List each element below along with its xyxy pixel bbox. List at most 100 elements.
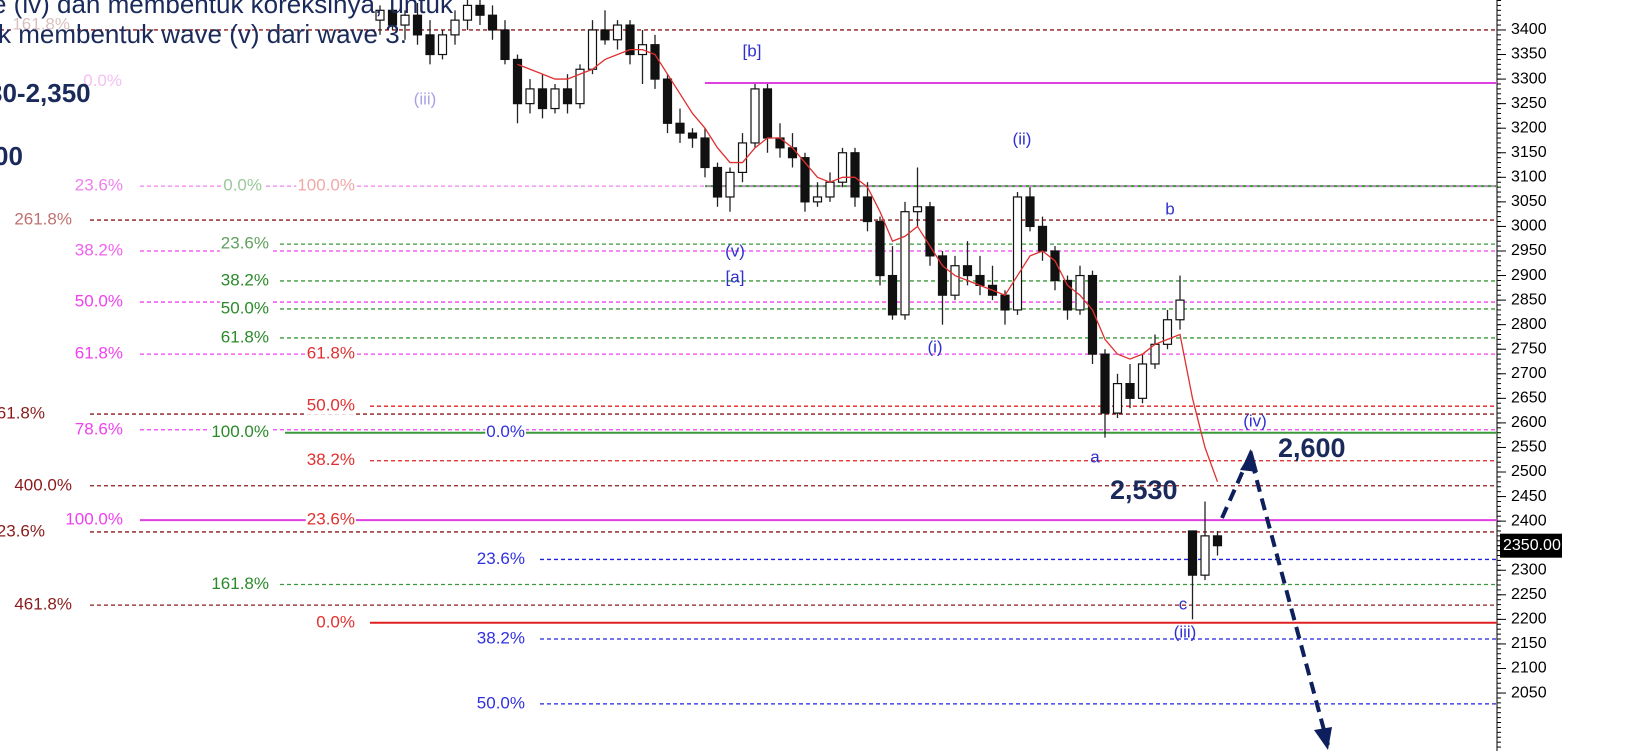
level-label: 23.6%: [477, 549, 525, 568]
label-bg: [315, 612, 356, 632]
candle-body: [612, 24, 623, 41]
candle-body: [562, 88, 573, 105]
candle-body: [1137, 363, 1148, 399]
candle-body: [537, 88, 548, 110]
label-bg: [305, 343, 356, 363]
candle-body: [1100, 353, 1110, 414]
level-label: 361.8%: [0, 404, 45, 423]
axis-panel: [1497, 0, 1646, 751]
annotations: (iii) [b] (v) [a] (ii) b (i) a c (iii) (iv) 2,600 2,…: [414, 41, 1346, 641]
level-label: 100.0%: [65, 510, 123, 529]
y-tick-label: 2700: [1511, 365, 1547, 382]
last-price-label: 2350.00: [1503, 537, 1561, 554]
candle-body: [437, 34, 448, 56]
level-label: 461.8%: [14, 595, 72, 614]
candle-body: [550, 88, 560, 110]
level-label: 50.0%: [75, 292, 123, 311]
candle-body: [837, 152, 848, 183]
y-tick-label: 2450: [1511, 488, 1547, 505]
label-bg: [73, 240, 124, 260]
level-label: 61.8%: [75, 344, 123, 363]
candle-body: [375, 9, 385, 21]
label-bg: [305, 395, 356, 415]
level-label: 0.0%: [223, 176, 262, 195]
candle-body: [962, 265, 973, 277]
candle-body: [900, 211, 910, 316]
projection-arrow: [1220, 449, 1330, 746]
level-label: 38.2%: [221, 270, 269, 289]
y-tick-label: 2550: [1511, 439, 1547, 456]
candle-body: [875, 220, 885, 277]
y-tick-label: 2650: [1511, 390, 1547, 407]
moving-average: [517, 48, 1219, 483]
candle-body: [412, 14, 423, 36]
candle-body: [650, 44, 660, 80]
y-tick-label: 3250: [1511, 95, 1547, 112]
candle-body: [1212, 535, 1223, 547]
note: 00: [0, 141, 23, 171]
label-bg: [475, 628, 526, 648]
wave-label: [b]: [743, 41, 762, 60]
wave-label: (ii): [1013, 129, 1032, 148]
label-bg: [222, 175, 263, 195]
label-bg: [82, 71, 123, 91]
label-bg: [219, 327, 270, 347]
candle-body: [1050, 250, 1060, 282]
level-label: 50.0%: [477, 693, 525, 712]
candle-body: [450, 19, 460, 36]
label-bg: [73, 291, 124, 311]
y-tick-label: 2300: [1511, 561, 1547, 578]
y-tick-label: 2100: [1511, 660, 1547, 677]
candle-body: [1087, 274, 1098, 355]
label-bg: [219, 233, 270, 253]
candle-body: [675, 122, 685, 134]
y-tick-label: 2400: [1511, 512, 1547, 529]
label-bg: [11, 14, 71, 34]
label-bg: [13, 209, 73, 229]
candle-body: [750, 88, 760, 144]
label-bg: [475, 548, 526, 568]
y-tick-label: 3300: [1511, 70, 1547, 87]
level-label: 61.8%: [307, 344, 355, 363]
candle-body: [1125, 383, 1135, 399]
wave-label: (iii): [1174, 622, 1197, 641]
label-bg: [73, 343, 124, 363]
label-bg: [0, 403, 46, 423]
level-label: 23.6%: [307, 510, 355, 529]
label-bg: [219, 298, 270, 318]
candle-body: [725, 171, 735, 198]
level-label: 61.8%: [221, 327, 269, 346]
wave-label: (v): [725, 241, 745, 260]
level-label: 38.2%: [307, 450, 355, 469]
candle-body: [425, 34, 435, 56]
candle-body: [587, 29, 598, 70]
candle-body: [912, 206, 923, 213]
y-tick-label: 2200: [1511, 611, 1547, 628]
price-target: 2,530: [1110, 475, 1178, 505]
level-label: 400.0%: [14, 475, 72, 494]
y-tick-label: 3350: [1511, 46, 1547, 63]
y-tick-label: 3200: [1511, 119, 1547, 136]
candle-body: [1162, 319, 1173, 345]
wave-label: (iv): [1243, 411, 1267, 430]
wave-label: (i): [927, 337, 942, 356]
level-label: 161.8%: [211, 574, 269, 593]
label-bg: [0, 521, 46, 541]
y-tick-label: 3150: [1511, 144, 1547, 161]
note: k membentuk wave (v) dari wave 3.: [0, 19, 407, 49]
note: 30-2,350: [0, 78, 91, 108]
label-bg: [13, 594, 73, 614]
wave-label: (iii): [414, 89, 437, 108]
label-bg: [13, 475, 73, 495]
label-bg: [64, 509, 124, 529]
level-label: 38.2%: [75, 240, 123, 259]
y-tick-label: 2600: [1511, 414, 1547, 431]
levels: 161.8%0.0%23.6% 0.0% 100.0%261.8%23.6%38.2…: [0, 14, 1497, 713]
y-tick-label: 3050: [1511, 193, 1547, 210]
arrow-head: [1240, 450, 1258, 472]
candle-body: [625, 24, 635, 56]
label-bg: [73, 419, 124, 439]
level-label: 0.0%: [486, 422, 525, 441]
candle-body: [950, 265, 960, 296]
